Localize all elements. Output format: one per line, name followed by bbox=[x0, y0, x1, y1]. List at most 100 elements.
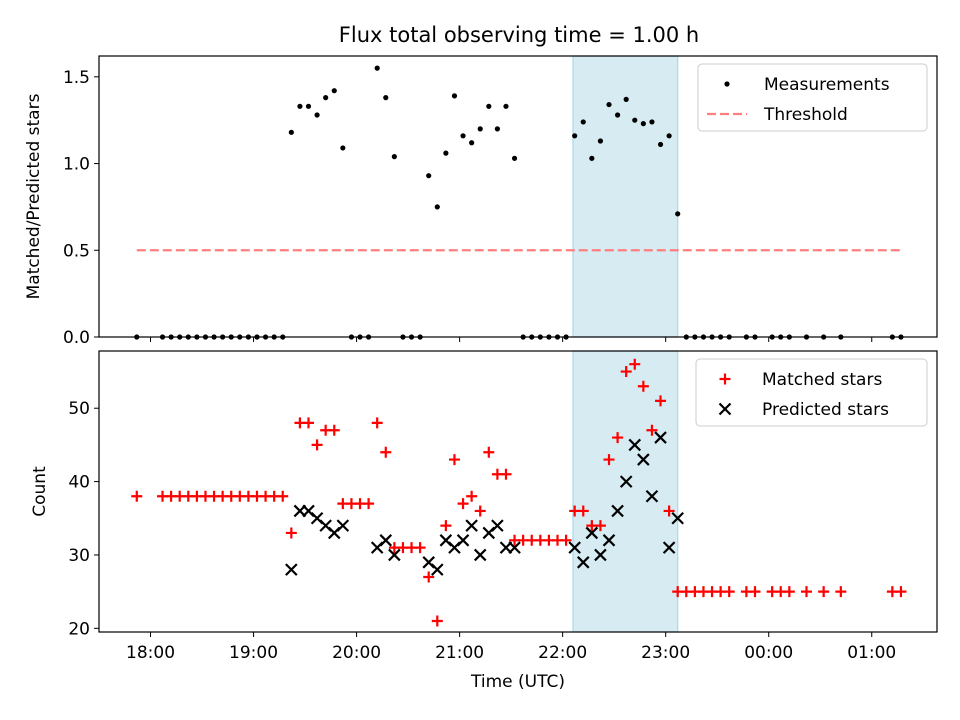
matched-star-point bbox=[285, 527, 297, 539]
x-tick-label: 01:00 bbox=[847, 643, 896, 663]
measurement-point bbox=[297, 103, 303, 109]
x-tick-label: 21:00 bbox=[435, 643, 484, 663]
measurement-point bbox=[391, 154, 397, 160]
predicted-star-point bbox=[628, 438, 642, 452]
series-predicted-stars bbox=[285, 431, 684, 576]
measurement-point bbox=[589, 155, 595, 161]
matched-star-point bbox=[646, 424, 658, 436]
matched-star-point bbox=[663, 505, 675, 517]
measurement-point bbox=[675, 211, 681, 217]
measurement-point bbox=[494, 126, 500, 132]
legend-box bbox=[697, 63, 928, 132]
measurement-point bbox=[314, 112, 320, 118]
predicted-star-point bbox=[594, 548, 607, 562]
matched-star-point bbox=[723, 586, 735, 598]
measurement-point bbox=[340, 145, 346, 151]
matched-star-point bbox=[483, 446, 495, 458]
measurement-point bbox=[434, 204, 440, 210]
legend-label: Predicted stars bbox=[762, 400, 889, 420]
measurement-point bbox=[443, 150, 449, 156]
matched-star-point bbox=[466, 490, 478, 502]
x-axis-label: Time (UTC) bbox=[470, 672, 565, 692]
matched-star-point bbox=[431, 615, 443, 627]
predicted-star-point bbox=[508, 541, 521, 554]
measurement-point bbox=[503, 103, 509, 109]
legend: Matched stars Predicted stars bbox=[695, 358, 928, 427]
y-tick-label: 0.5 bbox=[63, 241, 90, 261]
matched-star-point bbox=[594, 520, 606, 532]
measurement-point bbox=[469, 140, 475, 146]
series-matched-stars bbox=[131, 358, 907, 627]
legend: Measurements Threshold bbox=[697, 63, 928, 132]
predicted-star-point bbox=[585, 526, 599, 540]
y-tick-label: 1.5 bbox=[63, 68, 90, 88]
legend-measurement-swatch bbox=[724, 81, 730, 87]
observation-window-highlight bbox=[572, 55, 679, 338]
legend-predicted-swatch bbox=[718, 402, 732, 416]
measurement-point bbox=[383, 95, 389, 101]
top-panel: 0.0 0.5 1.0 1.5 Matched/Predicted stars Measu… bbox=[24, 55, 938, 348]
measurement-point bbox=[580, 119, 586, 125]
x-tick-label: 19:00 bbox=[229, 643, 278, 663]
measurement-point bbox=[597, 138, 604, 144]
measurement-point bbox=[331, 88, 337, 94]
matched-star-point bbox=[328, 424, 340, 436]
predicted-star-point bbox=[662, 541, 676, 554]
legend-label: Threshold bbox=[763, 105, 848, 125]
predicted-star-point bbox=[336, 519, 350, 532]
matched-star-point bbox=[448, 454, 460, 466]
x-tick-label: 23:00 bbox=[641, 643, 690, 663]
matched-star-point bbox=[560, 534, 572, 546]
x-tick-label: 00:00 bbox=[744, 643, 793, 663]
matched-star-point bbox=[612, 432, 624, 444]
matched-star-point bbox=[577, 505, 589, 517]
measurement-point bbox=[323, 95, 329, 101]
matched-star-point bbox=[800, 586, 812, 598]
predicted-star-point bbox=[568, 541, 581, 554]
predicted-star-point bbox=[611, 504, 624, 518]
legend-matched-swatch bbox=[719, 373, 731, 385]
x-tick-label: 20:00 bbox=[332, 643, 381, 663]
measurement-point bbox=[649, 119, 655, 125]
matched-star-point bbox=[637, 380, 649, 392]
matched-star-point bbox=[380, 446, 392, 458]
measurement-point bbox=[305, 103, 312, 109]
matched-star-point bbox=[474, 505, 486, 517]
matched-star-point bbox=[818, 586, 830, 598]
predicted-star-point bbox=[619, 475, 633, 488]
matched-star-point bbox=[457, 498, 469, 510]
matched-star-point bbox=[603, 454, 615, 466]
axes-frame bbox=[98, 55, 938, 338]
measurement-point bbox=[572, 133, 578, 139]
matched-star-point bbox=[655, 395, 667, 407]
matched-star-point bbox=[311, 439, 323, 451]
measurement-point bbox=[623, 96, 629, 102]
predicted-star-point bbox=[637, 453, 650, 466]
y-tick-label: 40 bbox=[68, 473, 90, 493]
x-tick-label: 18:00 bbox=[126, 643, 175, 663]
matched-star-point bbox=[835, 586, 847, 598]
measurement-point bbox=[511, 155, 518, 161]
predicted-star-point bbox=[431, 563, 444, 576]
measurement-point bbox=[632, 117, 638, 123]
measurement-point bbox=[426, 173, 432, 179]
measurement-point bbox=[288, 129, 294, 135]
y-axis-label: Count bbox=[30, 466, 50, 517]
observation-window-highlight bbox=[572, 350, 679, 633]
matched-star-point bbox=[371, 417, 383, 429]
bottom-panel: 20 30 40 50 18:00 19:00 20:00 21:00 22:00 23:00 00… bbox=[30, 350, 938, 692]
matched-star-point bbox=[303, 417, 314, 429]
matched-star-point bbox=[414, 542, 426, 554]
predicted-star-point bbox=[473, 548, 487, 562]
predicted-star-point bbox=[645, 489, 659, 503]
axes-frame bbox=[98, 350, 938, 633]
measurement-point bbox=[614, 112, 621, 118]
predicted-star-point bbox=[379, 534, 393, 547]
measurement-point bbox=[657, 141, 664, 148]
matched-star-point bbox=[440, 520, 452, 532]
matched-star-point bbox=[620, 366, 632, 378]
predicted-star-point bbox=[491, 519, 504, 532]
matched-star-point bbox=[423, 571, 435, 583]
y-axis-label: Matched/Predicted stars bbox=[24, 93, 44, 299]
